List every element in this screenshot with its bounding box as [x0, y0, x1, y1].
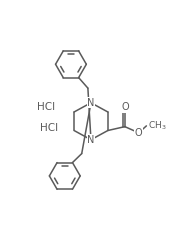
Text: O: O: [135, 128, 143, 138]
Text: O: O: [121, 102, 129, 112]
Text: N: N: [87, 135, 95, 145]
Text: HCl: HCl: [40, 123, 58, 133]
Text: HCl: HCl: [37, 102, 55, 112]
Text: N: N: [87, 98, 95, 108]
Text: CH$_3$: CH$_3$: [148, 120, 167, 132]
